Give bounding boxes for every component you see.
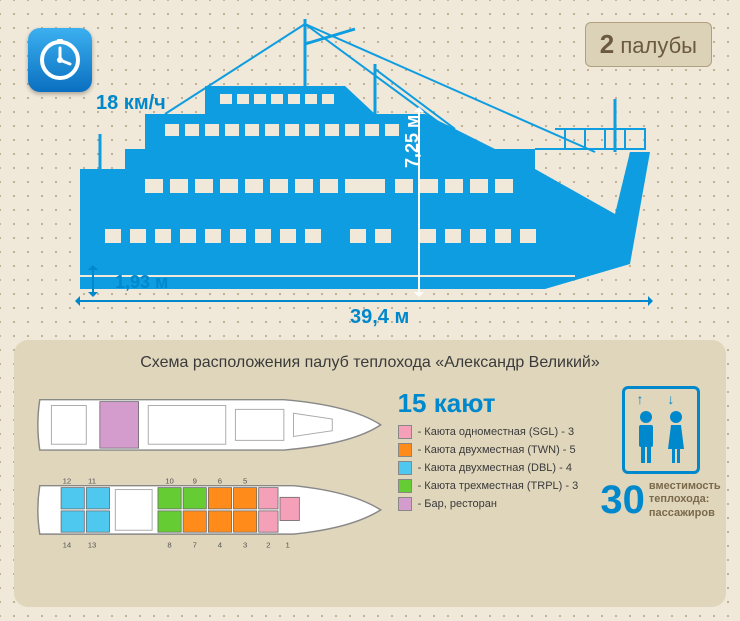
legend-label: - Каюта трехместная (TRPL) - 3 [418, 480, 579, 492]
svg-text:4: 4 [218, 540, 223, 549]
svg-text:2: 2 [266, 540, 270, 549]
draft-dimension-line [92, 268, 94, 294]
capacity-row: 30 вместимость теплохода: пассажиров [600, 480, 720, 520]
legend-row: - Каюта двухместная (DBL) - 4 [398, 461, 601, 475]
capacity-column: 30 вместимость теплохода: пассажиров [613, 382, 708, 592]
legend-row: - Бар, ресторан [398, 497, 601, 511]
svg-text:14: 14 [63, 540, 72, 549]
svg-text:7: 7 [193, 540, 197, 549]
legend-row: - Каюта двухместная (TWN) - 5 [398, 443, 601, 457]
legend-label: - Бар, ресторан [418, 498, 497, 510]
svg-text:3: 3 [243, 540, 247, 549]
svg-text:9: 9 [193, 476, 197, 485]
svg-text:5: 5 [243, 476, 247, 485]
legend-label: - Каюта двухместная (TWN) - 5 [418, 444, 576, 456]
capacity-text: вместимость теплохода: пассажиров [649, 480, 721, 520]
legend-label: - Каюта двухместная (DBL) - 4 [418, 462, 572, 474]
svg-text:13: 13 [88, 540, 97, 549]
panel-title: Схема расположения палуб теплохода «Алек… [32, 354, 708, 372]
length-dimension: 39,4 м [350, 306, 409, 329]
svg-text:8: 8 [167, 540, 171, 549]
elevator-icon [622, 386, 700, 474]
legend-column: 15 кают - Каюта одноместная (SGL) - 3 - К… [398, 382, 601, 592]
legend-row: - Каюта одноместная (SGL) - 3 [398, 425, 601, 439]
capacity-number: 30 [600, 480, 645, 520]
deck-layout-panel: Схема расположения палуб теплохода «Алек… [14, 340, 726, 607]
lower-deck-plan: 14 13 12 11 10 9 8 7 6 5 4 3 2 1 [32, 476, 386, 558]
legend-swatch [398, 479, 412, 493]
legend-swatch [398, 497, 412, 511]
length-dimension-line [78, 300, 650, 302]
cabins-count-title: 15 кают [398, 388, 601, 419]
draft-dimension: 1,93 м [115, 272, 168, 293]
svg-text:12: 12 [63, 476, 72, 485]
legend-row: - Каюта трехместная (TRPL) - 3 [398, 479, 601, 493]
ship-silhouette [75, 14, 650, 294]
top-section: 18 км/ч 2 палубы [0, 0, 740, 340]
svg-text:1: 1 [286, 540, 290, 549]
height-dimension: 7,25 м [402, 115, 423, 168]
deck-plans: 14 13 12 11 10 9 8 7 6 5 4 3 2 1 [32, 382, 386, 592]
legend-swatch [398, 461, 412, 475]
svg-text:10: 10 [165, 476, 174, 485]
legend-swatch [398, 425, 412, 439]
upper-deck-plan [32, 390, 386, 460]
svg-text:6: 6 [218, 476, 222, 485]
legend-label: - Каюта одноместная (SGL) - 3 [418, 426, 574, 438]
legend-swatch [398, 443, 412, 457]
svg-text:11: 11 [88, 476, 96, 485]
